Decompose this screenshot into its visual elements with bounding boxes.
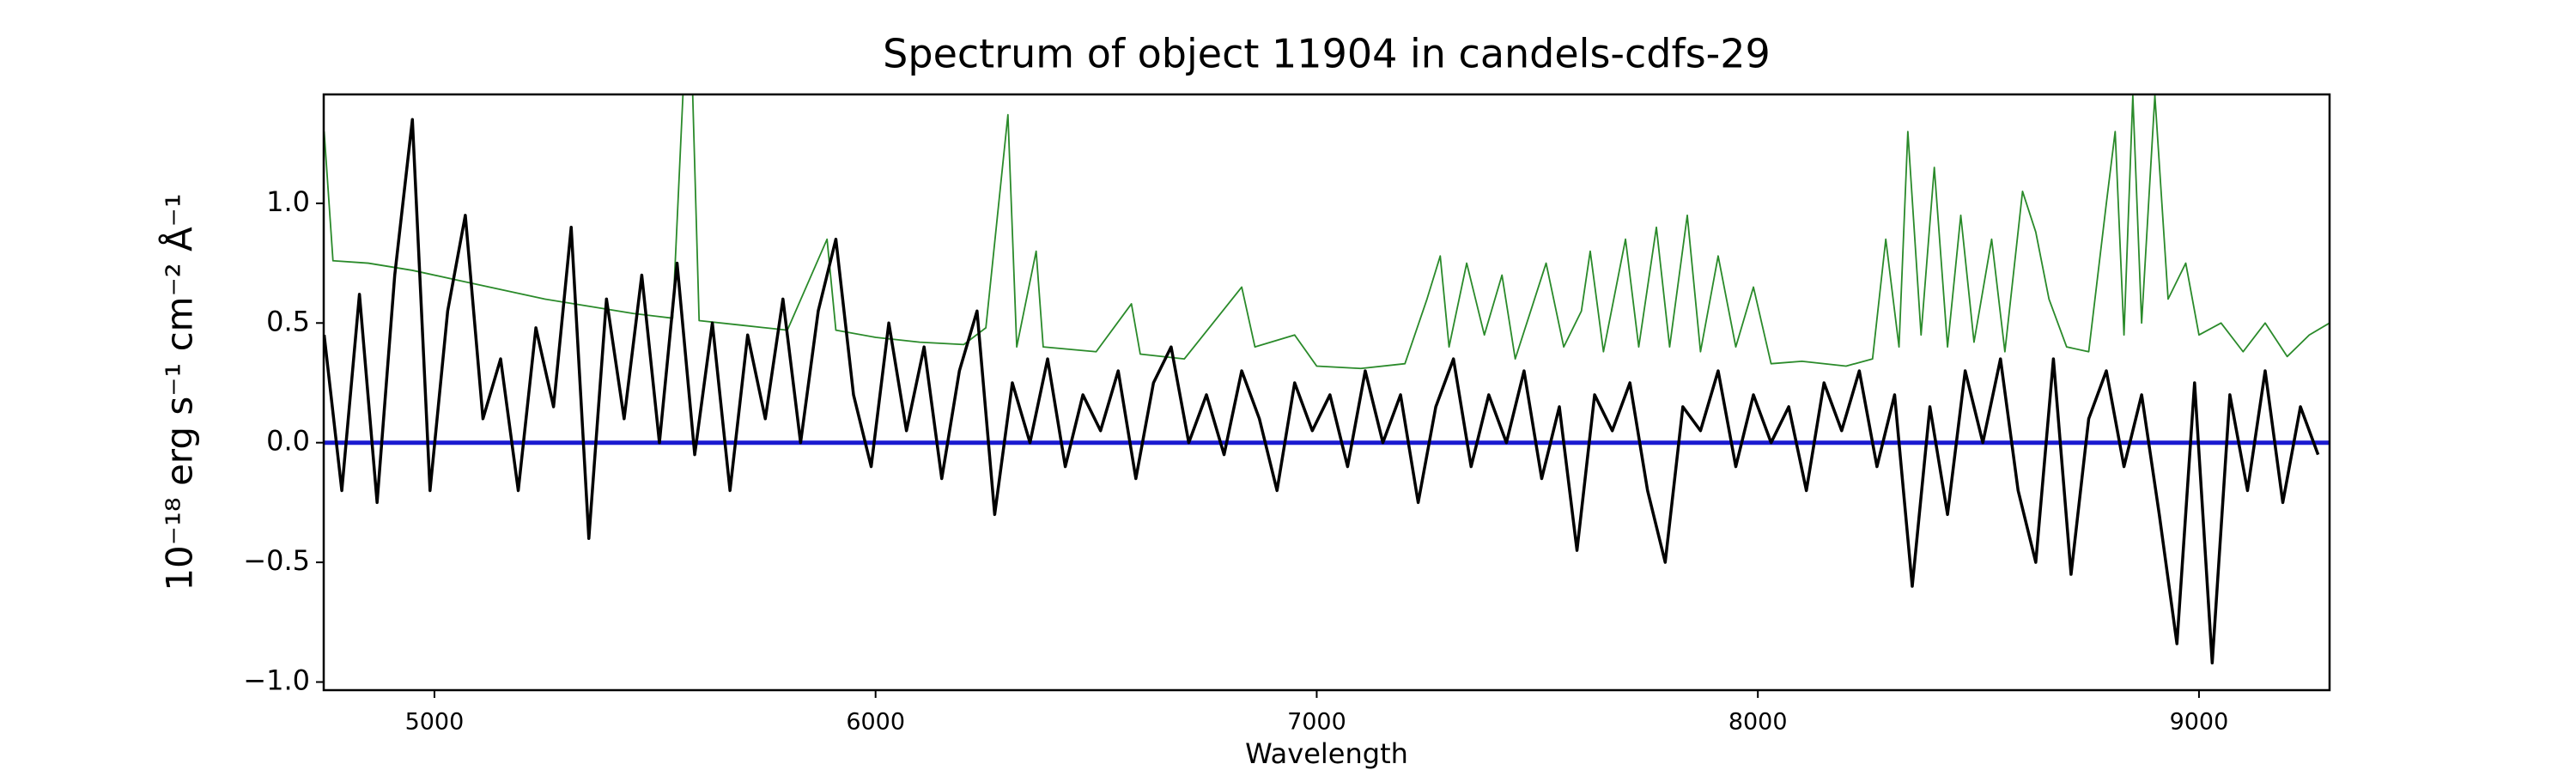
y-tick-label: 0.0 [266,425,310,458]
x-tick-label: 7000 [1287,709,1346,736]
plot-frame [322,93,2331,692]
y-tick-label: −0.5 [243,544,310,577]
x-tick-label: 6000 [846,709,905,736]
spectrum-line [324,94,2330,370]
x-tick-label: 9000 [2170,709,2229,736]
chart-title: Spectrum of object 11904 in candels-cdfs… [883,31,1771,77]
y-tick-label: −1.0 [243,664,310,697]
y-tick-label: 1.0 [266,185,310,218]
plot-area [324,94,2330,664]
y-axis-label: 10⁻¹⁸ erg s⁻¹ cm⁻² Å⁻¹ [158,193,201,591]
spectrum-line [324,118,2320,664]
x-tick-label: 8000 [1728,709,1788,736]
x-tick-label: 5000 [405,709,465,736]
x-axis-label: Wavelength [1245,737,1408,770]
y-tick-label: 0.5 [266,305,310,337]
